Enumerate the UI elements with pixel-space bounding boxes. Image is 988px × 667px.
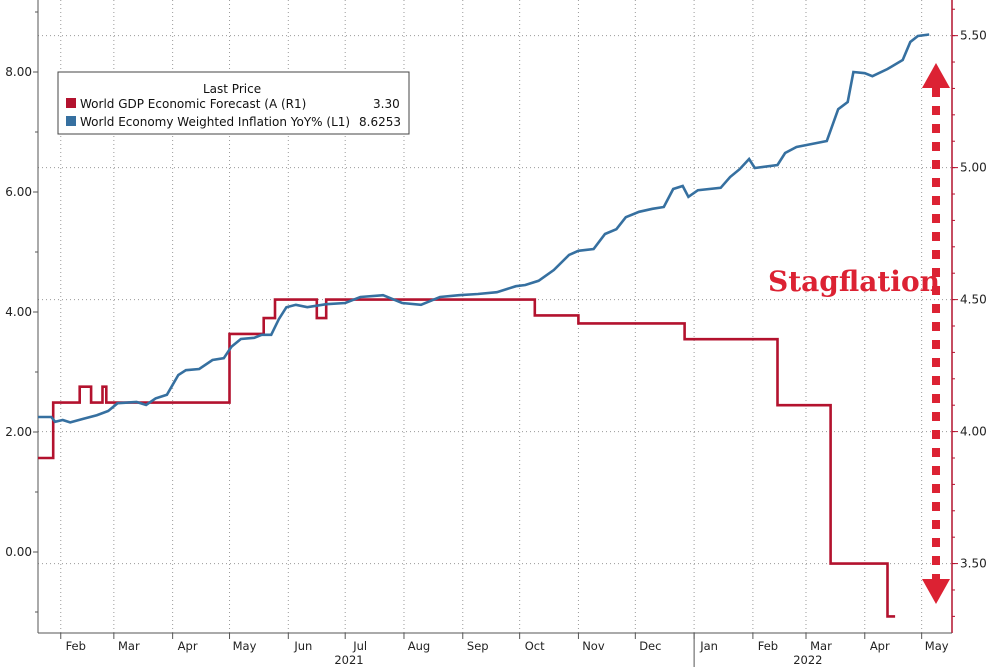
right-tick-label: 5.00 [960, 161, 987, 175]
left-tick-label: 0.00 [5, 545, 32, 559]
series-line-gdp-forecast [38, 298, 896, 618]
x-tick-label: Mar [810, 639, 832, 653]
legend-label-gdp: World GDP Economic Forecast (A (R1) [80, 97, 306, 111]
left-tick-label: 4.00 [5, 305, 32, 319]
stagflation-annotation: Stagflation [768, 63, 950, 604]
x-tick-label: Dec [639, 639, 661, 653]
legend-label-inflation: World Economy Weighted Inflation YoY% (L… [80, 115, 350, 129]
x-tick-label: Apr [870, 639, 890, 653]
x-tick-label: Feb [758, 639, 778, 653]
legend-value-gdp: 3.30 [373, 97, 400, 111]
right-tick-label: 5.50 [960, 29, 987, 43]
series-line-inflation [38, 33, 930, 424]
left-tick-label: 8.00 [5, 65, 32, 79]
legend-box [57, 71, 410, 135]
legend-header: Last Price [203, 82, 261, 96]
x-year-label: 2021 [334, 653, 363, 667]
right-tick-label: 3.50 [960, 557, 987, 571]
legend-swatch-inflation [66, 116, 76, 126]
x-tick-label: May [925, 639, 949, 653]
legend-swatch-gdp [66, 98, 76, 108]
x-tick-label: Apr [178, 639, 198, 653]
left-tick-label: 2.00 [5, 425, 32, 439]
x-tick-label: Jun [293, 639, 312, 653]
x-tick-label: Oct [525, 639, 545, 653]
x-tick-label: Jul [352, 639, 367, 653]
tick-labels: Feb Mar Apr May Jun Jul Aug Sep Oct Nov Dec Jan Feb M… [5, 29, 986, 667]
axes [33, 0, 958, 667]
x-tick-label: May [233, 639, 257, 653]
legend: Last Price World GDP Economic Forecast (… [57, 71, 410, 135]
arrow-up-icon [922, 63, 950, 88]
series-lines [38, 33, 930, 618]
x-year-label: 2022 [793, 653, 822, 667]
arrow-down-icon [922, 579, 950, 604]
legend-value-inflation: 8.6253 [359, 115, 401, 129]
x-tick-label: Nov [582, 639, 605, 653]
annotation-text: Stagflation [768, 265, 940, 298]
right-tick-label: 4.00 [960, 425, 987, 439]
left-tick-label: 6.00 [5, 185, 32, 199]
right-tick-label: 4.50 [960, 293, 987, 307]
x-tick-label: Aug [408, 639, 430, 653]
x-tick-label: Jan [699, 639, 718, 653]
x-tick-label: Sep [467, 639, 489, 653]
x-tick-label: Mar [118, 639, 140, 653]
x-tick-label: Feb [66, 639, 86, 653]
